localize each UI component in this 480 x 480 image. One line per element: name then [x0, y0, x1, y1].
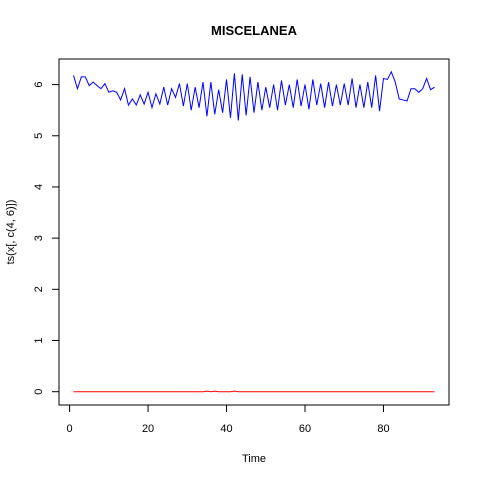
x-tick-label: 20: [142, 423, 154, 435]
y-tick-label: 4: [33, 184, 45, 190]
y-tick-label: 0: [33, 389, 45, 395]
x-tick-label: 40: [220, 423, 232, 435]
y-tick-label: 6: [33, 82, 45, 88]
y-axis-label: ts(x[, c(4, 6)]): [5, 200, 17, 265]
x-tick-label: 60: [299, 423, 311, 435]
y-axis: 0 1 2 3 4 5 6: [33, 82, 60, 395]
x-tick-label: 80: [377, 423, 389, 435]
series-group: [73, 70, 435, 393]
y-tick-label: 5: [33, 133, 45, 139]
x-tick-label: 0: [67, 423, 73, 435]
series-line-2: [73, 390, 435, 393]
y-tick-label: 2: [33, 286, 45, 292]
x-axis-label: Time: [242, 453, 266, 465]
series-line-1: [73, 70, 435, 121]
y-tick-label: 1: [33, 337, 45, 343]
x-axis: 0 20 40 60 80: [67, 404, 390, 435]
chart-title: MISCELANEA: [211, 23, 298, 38]
y-tick-label: 3: [33, 235, 45, 241]
